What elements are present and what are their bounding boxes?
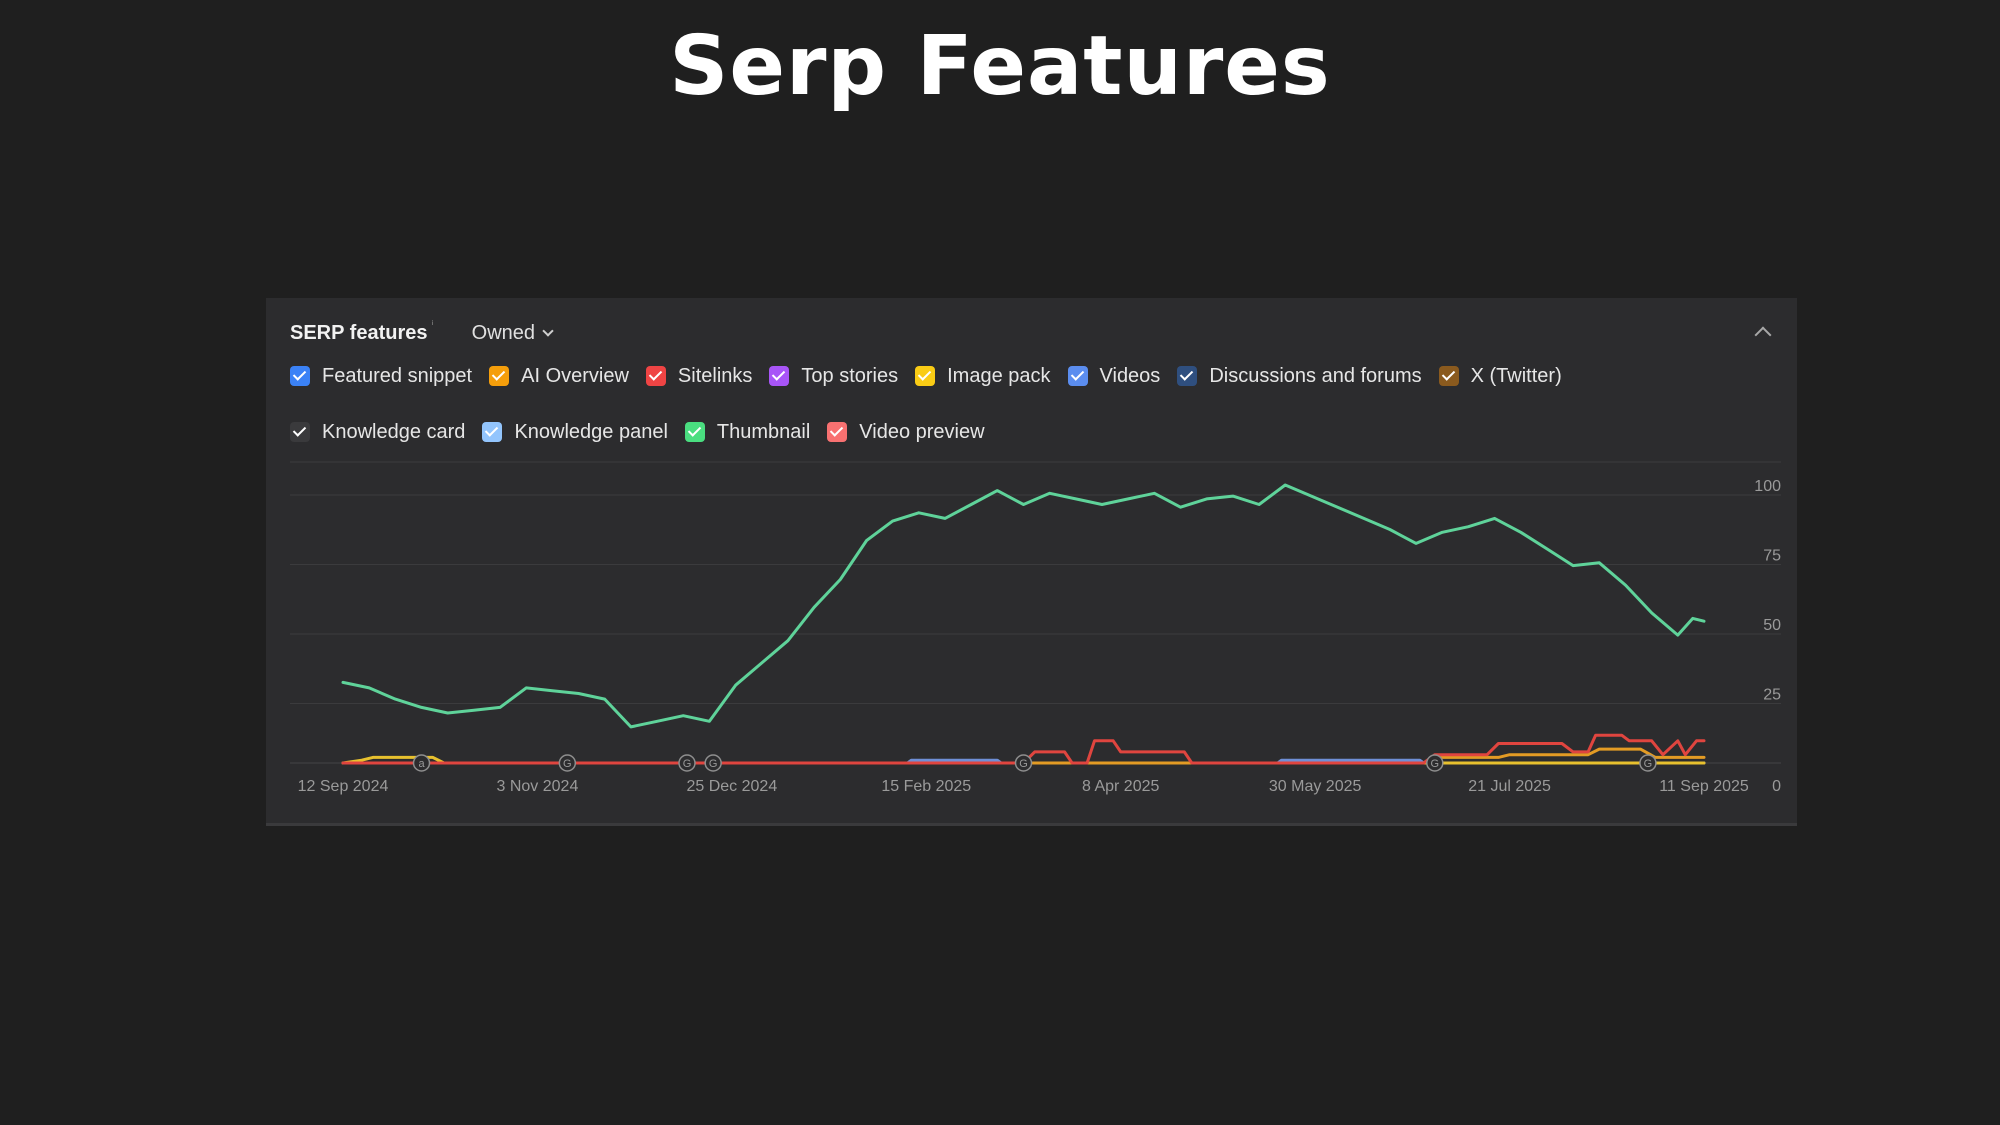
legend-label: Video preview bbox=[859, 420, 985, 443]
legend-label: Top stories bbox=[801, 364, 899, 387]
panel-title: SERP features bbox=[290, 321, 428, 344]
annotation-marker-label: G bbox=[563, 758, 572, 770]
legend-checkbox[interactable] bbox=[1438, 366, 1459, 386]
legend-checkbox[interactable] bbox=[290, 422, 310, 442]
annotation-marker-circle bbox=[1014, 754, 1033, 772]
y-tick-label: 100 bbox=[1754, 478, 1781, 495]
annotation-marker[interactable]: G bbox=[1426, 754, 1444, 772]
legend-item[interactable]: Videos bbox=[1067, 364, 1161, 388]
legend-item[interactable]: Thumbnail bbox=[684, 420, 811, 444]
x-tick-label: 30 May 2025 bbox=[1269, 778, 1362, 795]
legend-checkbox[interactable] bbox=[827, 422, 848, 442]
legend-label: Videos bbox=[1099, 364, 1161, 387]
annotation-marker-circle bbox=[678, 754, 696, 772]
annotation-marker-label: G bbox=[1019, 758, 1028, 770]
panel-header: SERP features ⁱ Owned bbox=[290, 318, 554, 348]
info-icon[interactable]: ⁱ bbox=[431, 318, 434, 332]
x-tick-label: 11 Sep 2025 bbox=[1659, 778, 1749, 795]
annotation-marker-label: G bbox=[1431, 758, 1440, 770]
annotation-marker-label: a bbox=[418, 758, 425, 770]
legend-label: Knowledge card bbox=[322, 420, 466, 443]
x-tick-label: 3 Nov 2024 bbox=[497, 778, 579, 795]
y-tick-label: 50 bbox=[1763, 617, 1781, 634]
legend-item[interactable]: Featured snippet bbox=[290, 364, 472, 388]
serp-features-chart: 0 25 50 75 100 12 Sep 2024 3 Nov 2024 25 Dec 20… bbox=[290, 461, 1781, 795]
legend-item[interactable]: Knowledge card bbox=[290, 420, 465, 444]
legend-label: Discussions and forums bbox=[1209, 364, 1422, 387]
annotation-marker[interactable]: G bbox=[704, 754, 722, 772]
annotation-marker[interactable]: a bbox=[412, 754, 431, 772]
x-tick-label: 8 Apr 2025 bbox=[1082, 778, 1160, 795]
serp-features-panel: SERP features ⁱ Owned Featured snippet AI… bbox=[266, 298, 1797, 826]
page-title: Serp Features bbox=[669, 19, 1331, 114]
legend-item[interactable]: Knowledge panel bbox=[482, 420, 668, 444]
annotation-marker-label: G bbox=[683, 758, 692, 770]
legend-checkbox[interactable] bbox=[769, 366, 790, 386]
annotation-marker[interactable]: G bbox=[1639, 754, 1657, 772]
legend-label: Knowledge panel bbox=[514, 420, 668, 443]
x-tick-label: 15 Feb 2025 bbox=[881, 778, 971, 795]
legend-item[interactable]: Sitelinks bbox=[645, 364, 753, 388]
x-tick-label: 12 Sep 2024 bbox=[298, 778, 389, 795]
annotation-marker-label: G bbox=[1644, 758, 1653, 770]
legend-item[interactable]: Top stories bbox=[769, 364, 898, 388]
legend-checkbox[interactable] bbox=[915, 366, 936, 386]
legend-item[interactable]: AI Overview bbox=[489, 364, 629, 388]
x-tick-label: 21 Jul 2025 bbox=[1468, 778, 1551, 795]
owned-filter-label: Owned bbox=[471, 321, 536, 344]
annotation-marker-circle bbox=[704, 754, 722, 772]
annotation-marker-circle bbox=[1426, 754, 1444, 772]
annotation-marker[interactable]: G bbox=[1014, 754, 1033, 772]
legend-label: Sitelinks bbox=[677, 364, 753, 387]
series-line-thumbnail[interactable] bbox=[341, 483, 1706, 729]
annotation-marker-circle bbox=[412, 754, 431, 772]
y-tick-label: 0 bbox=[1772, 778, 1781, 795]
legend: Featured snippet AI Overview Sitelinks Top … bbox=[290, 364, 1770, 444]
legend-label: Thumbnail bbox=[716, 420, 811, 443]
legend-item[interactable]: Video preview bbox=[827, 420, 985, 444]
annotation-marker[interactable]: G bbox=[678, 754, 696, 772]
annotation-marker[interactable]: G bbox=[558, 754, 577, 772]
legend-checkbox[interactable] bbox=[1067, 366, 1088, 386]
legend-checkbox[interactable] bbox=[1177, 366, 1198, 386]
legend-label: Image pack bbox=[947, 364, 1051, 387]
x-tick-label: 25 Dec 2024 bbox=[686, 778, 777, 795]
legend-checkbox[interactable] bbox=[482, 422, 503, 442]
legend-item[interactable]: Image pack bbox=[915, 364, 1051, 388]
owned-filter-dropdown[interactable]: Owned bbox=[471, 321, 554, 345]
legend-label: Featured snippet bbox=[322, 364, 473, 387]
legend-checkbox[interactable] bbox=[290, 366, 310, 386]
legend-label: AI Overview bbox=[521, 364, 629, 387]
legend-checkbox[interactable] bbox=[489, 366, 510, 386]
legend-item[interactable]: Discussions and forums bbox=[1177, 364, 1422, 388]
legend-checkbox[interactable] bbox=[645, 366, 666, 386]
series-line-sitelinks[interactable] bbox=[341, 733, 1706, 765]
legend-checkbox[interactable] bbox=[684, 422, 705, 442]
legend-label: X (Twitter) bbox=[1470, 364, 1562, 387]
legend-item[interactable]: X (Twitter) bbox=[1438, 364, 1562, 388]
annotation-marker-circle bbox=[558, 754, 577, 772]
annotation-marker-label: G bbox=[709, 758, 718, 770]
y-tick-label: 75 bbox=[1763, 548, 1781, 565]
annotation-marker-circle bbox=[1639, 754, 1657, 772]
y-tick-label: 25 bbox=[1763, 687, 1781, 704]
